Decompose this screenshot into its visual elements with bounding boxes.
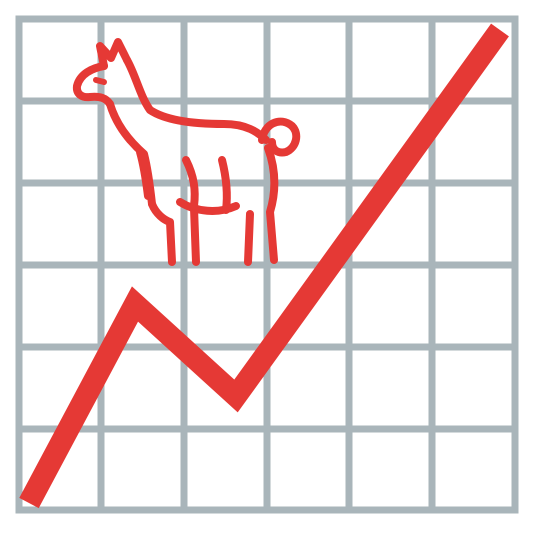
llama-fur-stroke-3 [218,156,231,214]
llama-fur-stroke-1 [136,148,152,200]
llama-hind-leg-inner [244,210,254,266]
llama-belly [176,198,240,215]
llama-tail [258,117,301,157]
llama-rump [264,144,279,264]
grid-icon [15,15,519,514]
llama-fur-stroke-2 [182,156,199,210]
llama-eye [93,77,107,85]
llama-front-leg-2 [190,204,200,266]
llama-back [123,56,270,144]
llama-front-leg-1 [148,200,176,266]
llama-ears [96,38,131,70]
llama-icon [72,38,301,266]
trend-line-icon [19,23,509,509]
llama-head [72,62,114,108]
